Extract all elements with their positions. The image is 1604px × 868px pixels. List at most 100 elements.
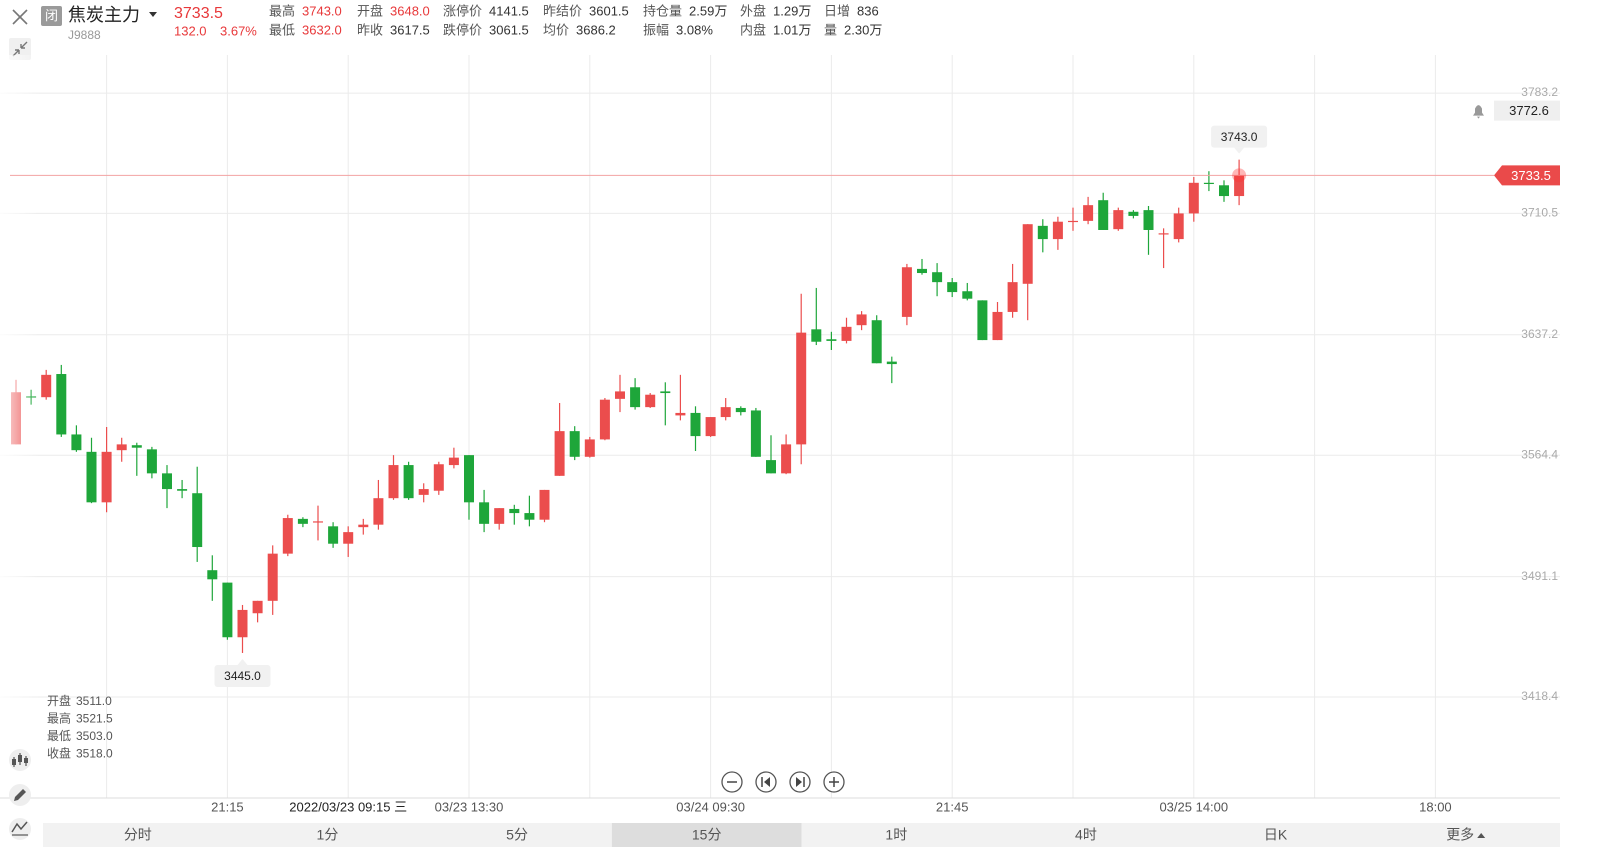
stat-label: 跌停价	[443, 22, 482, 37]
tab[interactable]	[801, 823, 992, 847]
tab[interactable]	[611, 823, 802, 847]
tab[interactable]	[1180, 823, 1371, 847]
candle-body	[131, 445, 142, 448]
candle-body	[871, 320, 882, 364]
alert-bell[interactable]	[1473, 105, 1484, 119]
candle-body	[146, 449, 157, 474]
candle-body	[584, 439, 595, 457]
candle-body	[41, 374, 52, 398]
min-label-box	[214, 664, 271, 687]
candle-body	[1098, 200, 1109, 230]
tab[interactable]	[232, 823, 423, 847]
tabs: 分时 1分 5分 15分 1时 4时 日K 更多	[43, 823, 1560, 847]
line-tool[interactable]	[9, 818, 31, 840]
x-tick-label: 2022/03/23 09:15 三	[289, 799, 407, 814]
stat-label: 量	[824, 22, 837, 37]
candle-body	[237, 609, 248, 638]
instrument-name[interactable]: 焦炭主力	[68, 5, 140, 25]
candle-body	[56, 374, 67, 435]
stat-value: 3.08%	[676, 22, 713, 37]
candle-body	[781, 444, 792, 474]
tab-label[interactable]: 4时	[1075, 827, 1097, 843]
collapse-icon	[12, 41, 28, 57]
stat-value: 1.01万	[773, 22, 811, 37]
candle-body	[222, 582, 233, 638]
candle-body	[403, 465, 414, 499]
candle-body	[418, 489, 429, 495]
candle-body	[947, 282, 958, 293]
tab-label[interactable]: 日K	[1264, 827, 1288, 843]
ohlc-label: 最高	[47, 711, 71, 726]
status-badge	[41, 6, 62, 26]
candle-body	[1188, 182, 1199, 214]
ohlc-value: 3518.0	[76, 747, 113, 761]
candle-body	[962, 291, 973, 299]
x-tick-label: 21:45	[936, 799, 969, 814]
candle-body	[1007, 282, 1018, 312]
stats: 最高 3743.0 开盘 3648.0 涨停价 4141.5 昨结价 3601.5 持仓量 2.5…	[269, 3, 882, 37]
candle-body	[1143, 210, 1154, 230]
indicator-tool[interactable]	[9, 749, 31, 771]
candle-body	[750, 410, 761, 457]
candle-body	[932, 272, 943, 283]
tab[interactable]	[43, 823, 233, 847]
x-tick-label: 21:15	[211, 799, 244, 814]
scroll-start[interactable]	[755, 771, 777, 793]
stat-value: 3061.5	[489, 22, 529, 37]
candle-body	[569, 431, 580, 457]
zoom-in[interactable]	[823, 771, 845, 793]
price-change-pct: 3.67%	[220, 23, 257, 38]
stat-label: 振幅	[643, 22, 669, 37]
candle-body	[524, 513, 535, 520]
candle-body	[917, 268, 927, 274]
tab-label[interactable]: 5分	[506, 827, 528, 843]
instrument-dropdown[interactable]	[149, 12, 157, 17]
max-label-box	[1211, 125, 1268, 148]
tab-label[interactable]: 15分	[692, 827, 722, 843]
stat-label: 昨收	[357, 22, 383, 37]
candle-body	[826, 339, 837, 341]
stat-label: 外盘	[740, 3, 766, 18]
min-label-pointer	[237, 658, 248, 665]
tab-label[interactable]: 分时	[124, 827, 152, 843]
stat-value: 3686.2	[576, 22, 616, 37]
candle-body	[267, 553, 278, 601]
candle-body	[766, 460, 776, 474]
y-tick-label: 3783.2	[1521, 85, 1558, 99]
stat-value: 3601.5	[589, 3, 629, 18]
tab[interactable]	[1370, 823, 1560, 847]
tab[interactable]	[991, 823, 1181, 847]
candle-body	[1113, 210, 1124, 230]
tab-label[interactable]: 1分	[317, 827, 339, 843]
candle-body	[856, 314, 867, 326]
candle-body	[675, 412, 686, 416]
candle-body	[479, 502, 490, 524]
candle-body	[977, 300, 988, 341]
candle-body	[297, 518, 308, 524]
candle-body	[1083, 205, 1094, 221]
ohlc-label: 最低	[47, 729, 71, 743]
grid: 3783.2 3710.5 3637.2 3564.4 3491.1 3418.4 21:1…	[0, 55, 1560, 814]
stat-label: 开盘	[357, 3, 383, 18]
candle-body	[192, 493, 203, 548]
tab-label[interactable]: 更多	[1446, 827, 1474, 843]
candle-body	[992, 311, 1003, 341]
candle-body	[645, 394, 656, 408]
alert-tag	[1494, 100, 1560, 121]
more-arrow[interactable]	[1477, 833, 1486, 838]
tab[interactable]	[422, 823, 612, 847]
y-tick-label: 3710.5	[1521, 206, 1558, 220]
candle-body	[448, 457, 459, 466]
scroll-end[interactable]	[789, 771, 811, 793]
candle-body	[599, 399, 610, 440]
stat-value: 3617.5	[390, 22, 430, 37]
close-button[interactable]	[12, 9, 28, 25]
tab-label[interactable]: 1时	[885, 827, 907, 843]
draw-tool[interactable]	[9, 784, 31, 806]
candle-body	[207, 570, 218, 580]
zoom-out[interactable]	[721, 771, 743, 793]
alert-price-text: 3772.6	[1509, 103, 1549, 118]
candle-body	[1219, 185, 1229, 197]
candle-body	[162, 473, 172, 490]
